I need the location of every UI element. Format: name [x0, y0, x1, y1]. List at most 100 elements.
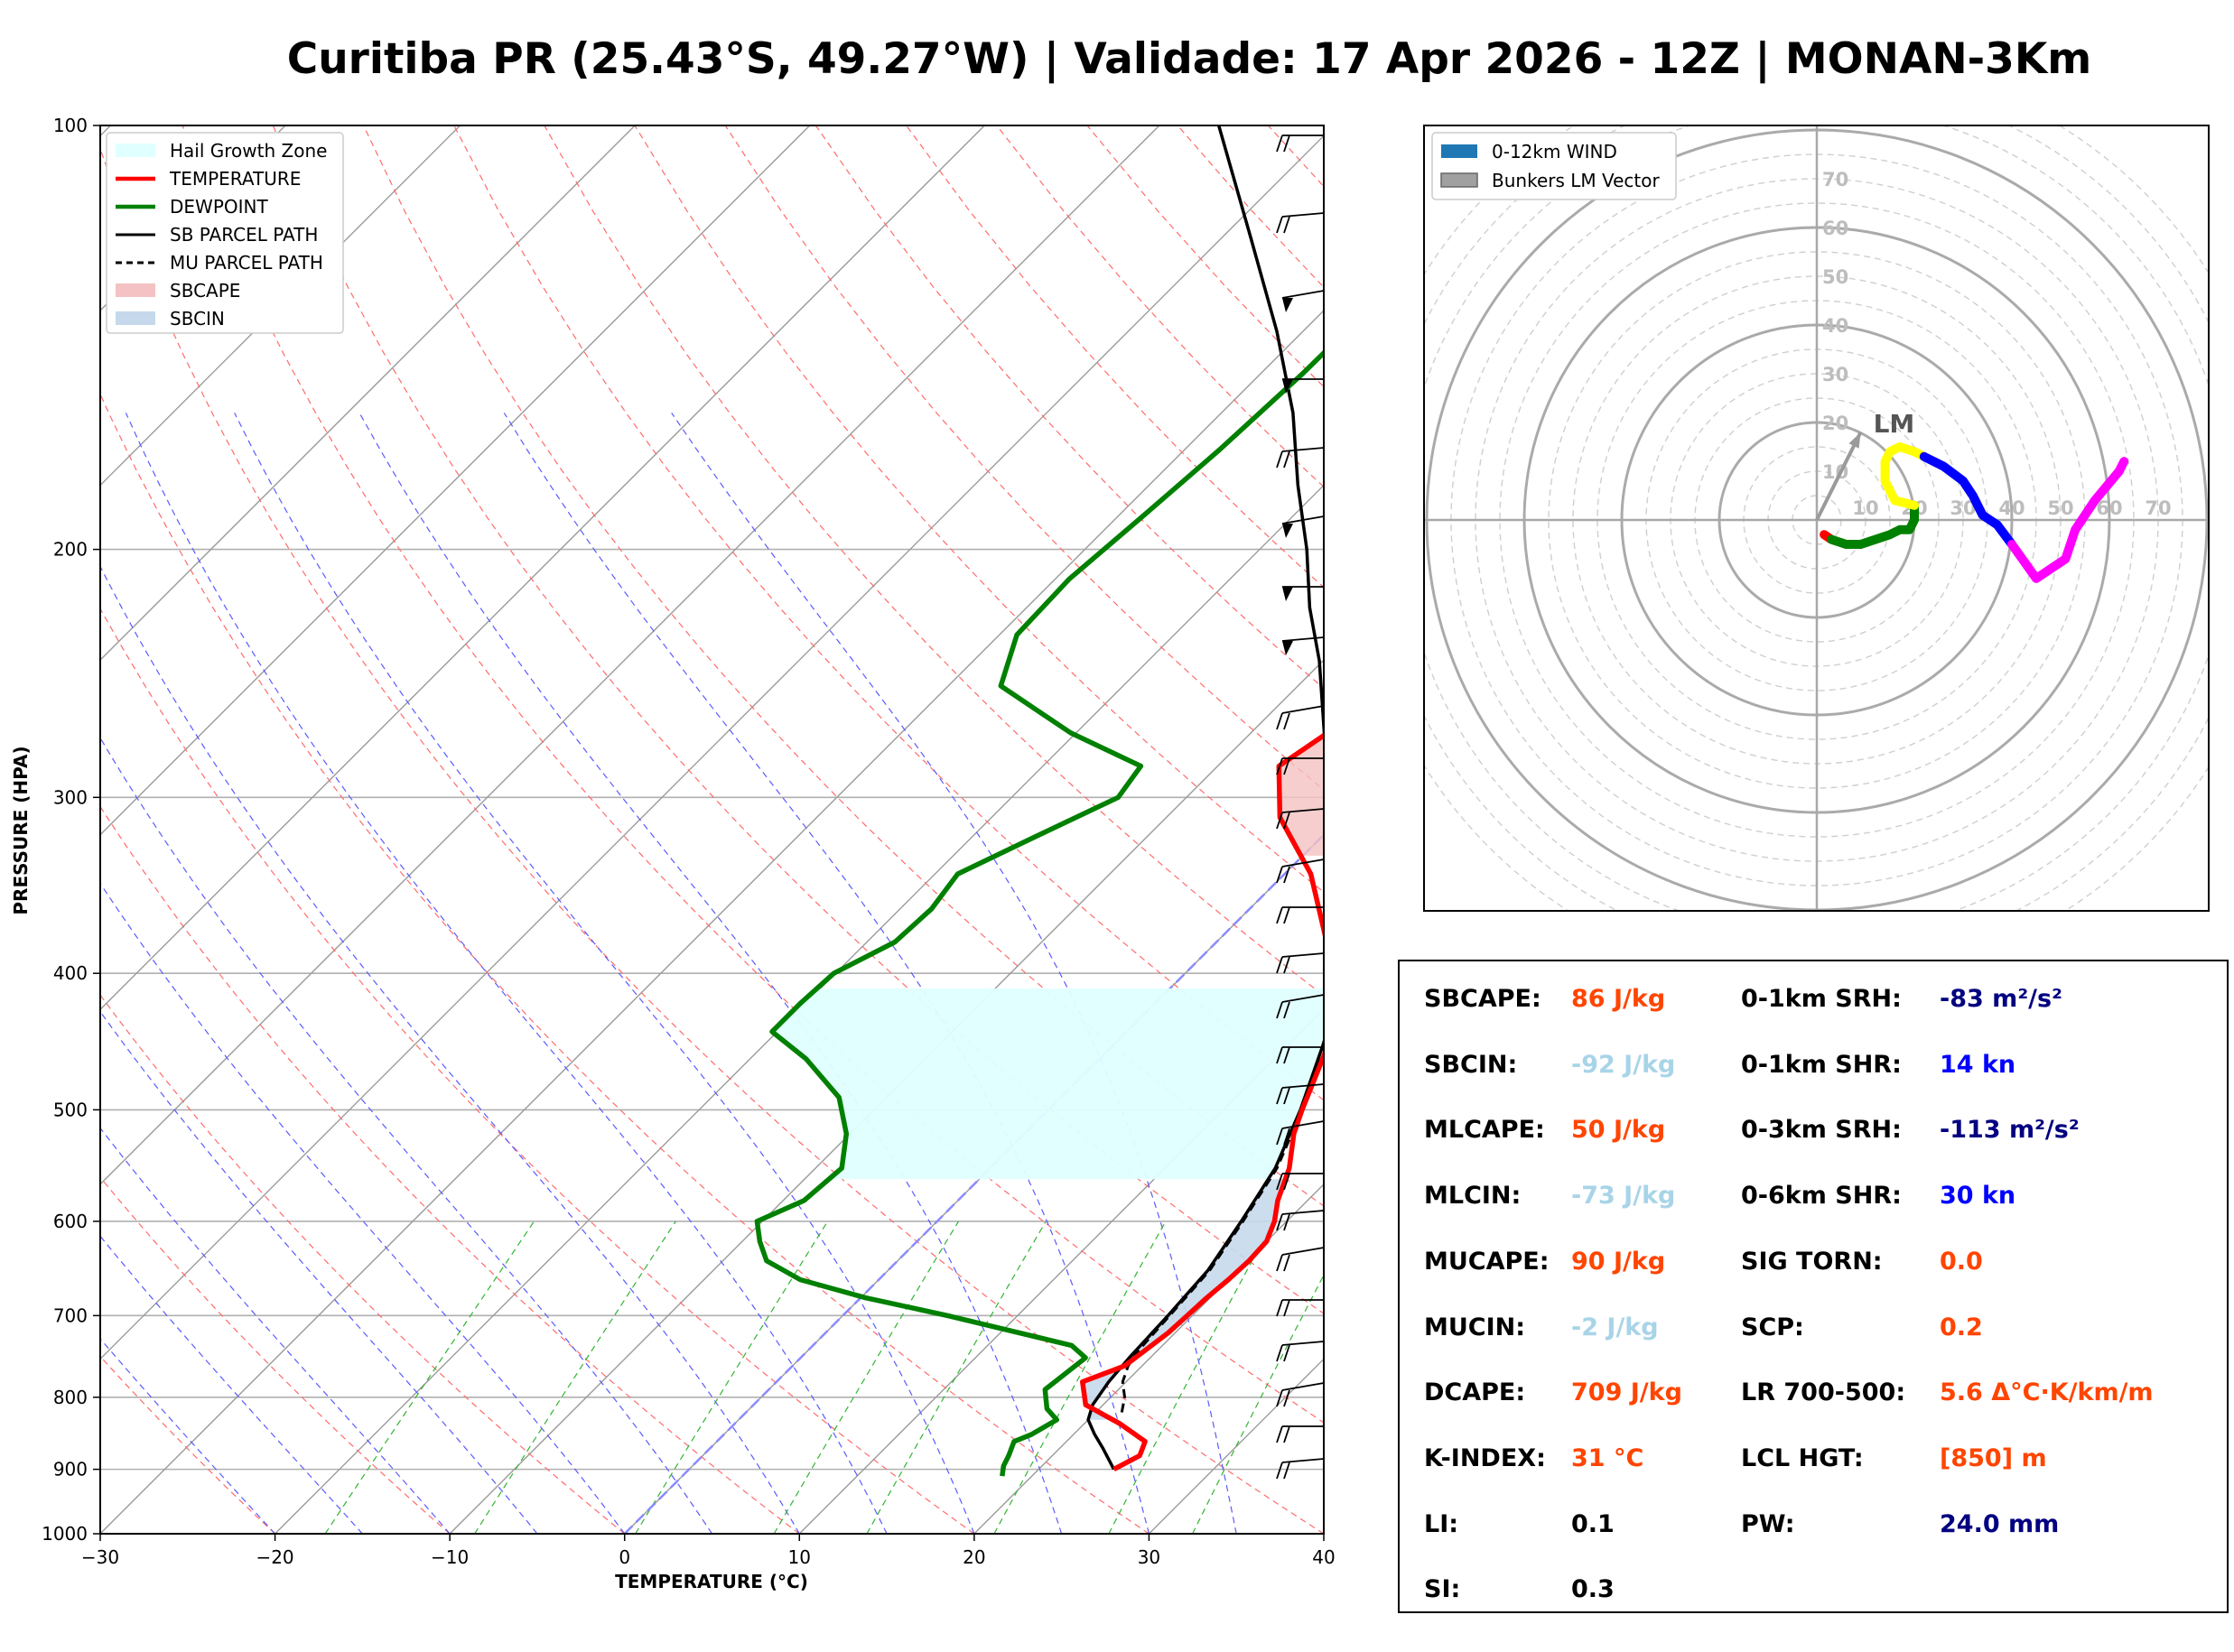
legend-swatch: [116, 311, 155, 325]
param-value: 0.3: [1571, 1575, 1615, 1604]
param-label: LR 700-500:: [1741, 1378, 1906, 1407]
chart-title: Curitiba PR (25.43°S, 49.27°W) | Validad…: [286, 34, 2092, 84]
y-tick-label: 900: [53, 1459, 88, 1480]
y-tick-label: 700: [53, 1304, 88, 1326]
param-label: 0-3km SRH:: [1741, 1116, 1902, 1145]
x-tick-label: −30: [81, 1546, 119, 1568]
mixing-ratio-line: [1108, 1220, 1274, 1534]
param-label: 0-1km SRH:: [1741, 985, 1902, 1013]
moist-adiabat: [234, 413, 975, 1534]
temperature-line: [1080, 732, 1324, 1472]
param-value: 14 kn: [1940, 1050, 2016, 1079]
wind-barb: [1276, 212, 1325, 234]
wind-barb: [1276, 1173, 1324, 1191]
param-label: LI:: [1424, 1509, 1459, 1538]
param-value: -92 J/kg: [1571, 1050, 1676, 1079]
y-axis-label: PRESSURE (HPA): [10, 746, 32, 914]
param-value: 24.0 mm: [1940, 1509, 2060, 1538]
skewt-frame: [99, 125, 1325, 1535]
legend-label: SBCIN: [170, 308, 225, 329]
legend-label: SB PARCEL PATH: [170, 224, 318, 246]
param-value: 5.6 Δ°C·K/km/m: [1940, 1378, 2154, 1407]
moist-adiabat: [100, 1127, 451, 1534]
sbcape-area: [1279, 735, 1324, 856]
dry-adiabat: [100, 994, 626, 1534]
hodograph-segment: [1919, 451, 2016, 549]
wind-barb: [1282, 378, 1324, 394]
dry-adiabat: [100, 608, 975, 1534]
moist-adiabat: [100, 1010, 538, 1534]
skewt-legend: Hail Growth Zone TEMPERATURE DEWPOINT SB PA…: [106, 132, 344, 334]
param-label: DCAPE:: [1424, 1378, 1526, 1407]
moist-adiabat: [100, 882, 626, 1534]
legend-label: SBCAPE: [170, 280, 240, 302]
wind-barb: [1276, 1046, 1324, 1064]
wind-barb: [1276, 1458, 1325, 1480]
param-label: K-INDEX:: [1424, 1443, 1546, 1472]
dry-adiabat: [100, 805, 800, 1534]
param-value: 709 J/kg: [1571, 1378, 1682, 1407]
hodograph-legend-swatch: [1440, 172, 1478, 188]
isotherm-line: [100, 125, 461, 487]
param-label: SCP:: [1741, 1313, 1804, 1341]
param-value: -73 J/kg: [1571, 1182, 1676, 1211]
hodograph-segment: [1827, 500, 1919, 549]
mixing-ratio-line: [773, 1220, 960, 1534]
wind-barb: [1276, 1382, 1325, 1407]
isotherm-line: [449, 659, 1324, 1534]
legend-swatch: [116, 144, 155, 157]
y-tick-label: 100: [53, 115, 88, 136]
dry-adiabat: [100, 147, 1324, 1534]
wind-barb: [1281, 515, 1325, 538]
param-value: 86 J/kg: [1571, 985, 1666, 1013]
wind-barb: [1276, 808, 1325, 830]
param-value: 0.0: [1940, 1247, 1983, 1276]
hodograph-ring-label: 60: [1822, 218, 1848, 239]
x-tick-label: 20: [963, 1546, 985, 1568]
mixing-ratio-line: [993, 1220, 1167, 1534]
wind-barb: [1276, 1210, 1325, 1231]
wind-barb: [1276, 952, 1325, 974]
freezing-isotherm: [623, 832, 1324, 1534]
param-value: -2 J/kg: [1571, 1313, 1659, 1341]
wind-barb: [1276, 1120, 1325, 1146]
param-label: MLCAPE:: [1424, 1116, 1545, 1145]
param-value: -83 m²/s²: [1940, 985, 2062, 1013]
parameters-panel: SBCAPE: 86 J/kg SBCIN: -92 J/kg MLCAPE: 50 J/…: [1398, 960, 2229, 1613]
dry-adiabat: [544, 125, 1324, 997]
hodograph-x-label: 10: [1852, 497, 1878, 519]
isotherm-line: [798, 1008, 1324, 1534]
param-label: PW:: [1741, 1509, 1795, 1538]
hodograph-frame: [1423, 125, 2210, 912]
wind-barb: [1276, 135, 1324, 153]
dewpoint-line: [754, 349, 1324, 1477]
hodograph-x-label: 60: [2096, 497, 2122, 519]
legend-box: [106, 132, 344, 334]
y-tick-label: 300: [53, 786, 88, 808]
legend-label: Hail Growth Zone: [170, 140, 327, 162]
hail-growth-zone: [772, 988, 1324, 1180]
isotherm-line: [100, 310, 1324, 1534]
hodograph-ring-label: 20: [1822, 413, 1848, 434]
legend-label: MU PARCEL PATH: [170, 252, 323, 274]
y-tick-label: 400: [53, 962, 88, 984]
mixing-ratio-line: [474, 1220, 676, 1534]
hodograph-segment: [1880, 442, 1929, 510]
hodograph-ring-label: 40: [1822, 315, 1848, 337]
moist-adiabat: [100, 1338, 276, 1534]
x-tick-label: 10: [788, 1546, 811, 1568]
param-value: -113 m²/s²: [1940, 1116, 2080, 1145]
wind-barb: [1276, 757, 1324, 775]
isotherm-line: [100, 125, 286, 311]
hodograph-x-label: 70: [2145, 497, 2171, 519]
y-tick-label: 600: [53, 1211, 88, 1232]
wind-barb: [1282, 586, 1324, 601]
wind-barb: [1276, 705, 1325, 730]
hodograph-ring-label: 70: [1822, 169, 1848, 190]
param-label: 0-1km SHR:: [1741, 1050, 1902, 1079]
param-label: SI:: [1424, 1575, 1461, 1604]
